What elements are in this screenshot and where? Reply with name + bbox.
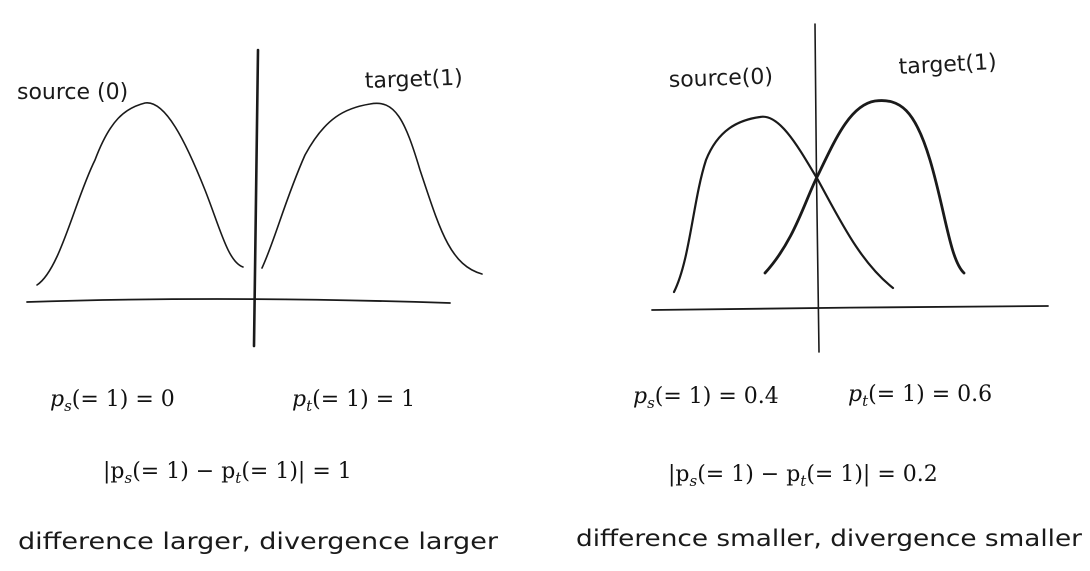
right-pt-equation: pt(= 1) = 0.6 (848, 382, 992, 410)
right-y-axis (814, 23, 820, 353)
left-target-curve (261, 102, 483, 275)
left-source-label: source (0) (17, 80, 128, 105)
right-diff-equation: |ps(= 1) − pt(= 1)| = 0.2 (668, 462, 938, 490)
left-pt-equation: pt(= 1) = 1 (292, 387, 415, 415)
right-source-curve (672, 115, 895, 294)
left-diff-equation: |ps(= 1) − pt(= 1)| = 1 (103, 459, 352, 487)
left-source-curve (36, 102, 244, 286)
left-caption: difference larger, divergence larger (18, 529, 499, 555)
left-ps-equation: ps(= 1) = 0 (50, 387, 175, 415)
left-target-label: target(1) (364, 66, 463, 94)
right-target-curve (763, 99, 966, 275)
right-ps-equation: ps(= 1) = 0.4 (633, 384, 779, 412)
left-y-axis (252, 48, 260, 348)
left-panel: source (0) target(1) ps(= 1) = 0 pt(= 1)… (17, 48, 499, 555)
right-panel: source(0) target(1) ps(= 1) = 0.4 pt(= 1… (576, 23, 1083, 552)
right-x-axis (651, 305, 1049, 311)
left-x-axis (26, 298, 451, 304)
right-caption: difference smaller, divergence smaller (576, 526, 1083, 552)
right-source-label: source(0) (668, 64, 773, 93)
right-target-label: target(1) (898, 50, 997, 80)
